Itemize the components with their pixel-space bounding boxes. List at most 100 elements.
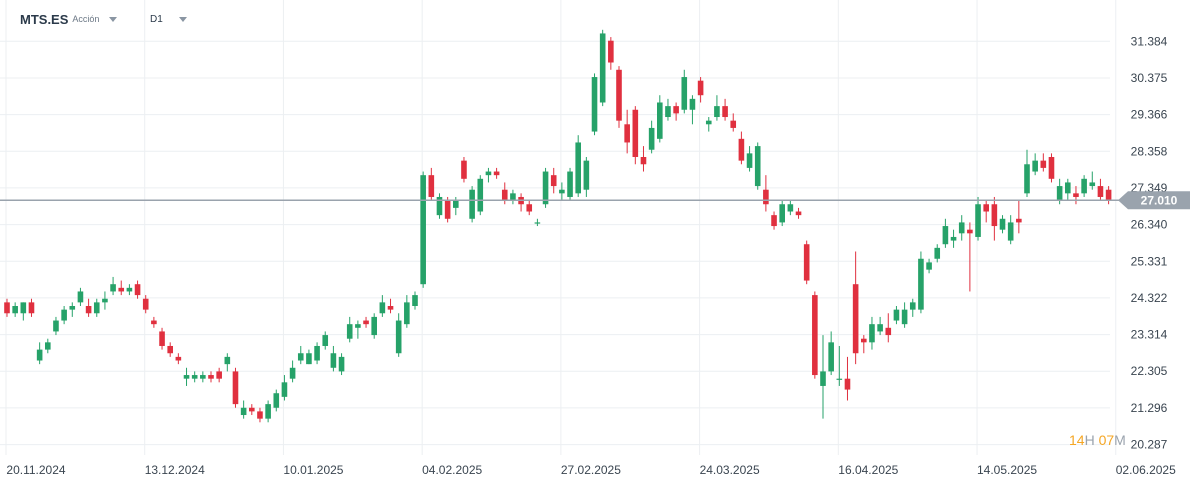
countdown-hours: 14 <box>1069 432 1085 448</box>
candle-body <box>738 138 745 161</box>
candle <box>273 389 280 412</box>
candle <box>404 295 410 328</box>
candle <box>640 146 647 172</box>
candle <box>412 291 418 310</box>
candle <box>322 331 329 350</box>
chevron-down-icon <box>109 16 118 22</box>
candle <box>355 320 361 339</box>
candle <box>632 106 639 165</box>
candle <box>314 342 320 365</box>
candle-body <box>803 244 810 281</box>
last-price-tag: 27.010 <box>1118 191 1190 210</box>
candle <box>869 316 875 350</box>
candle <box>1105 186 1112 205</box>
candle-body <box>787 204 794 212</box>
y-tick-label: 31.384 <box>1131 34 1168 48</box>
candle <box>885 313 892 343</box>
timeframe-selector[interactable]: D1 <box>150 10 187 28</box>
candle <box>575 135 581 197</box>
candle-body <box>861 338 867 343</box>
candle <box>1024 149 1030 197</box>
candle-body <box>208 375 214 379</box>
candle-body <box>836 378 843 380</box>
candle-body <box>754 146 761 187</box>
candle-body <box>1048 157 1055 179</box>
candle <box>216 367 222 383</box>
candle-body <box>428 175 435 197</box>
candle <box>697 77 704 103</box>
candle <box>469 186 475 223</box>
candle-body <box>926 262 932 270</box>
candle-body <box>575 142 581 194</box>
candle <box>183 367 190 386</box>
y-tick-label: 22.305 <box>1131 364 1168 378</box>
candle-body <box>828 342 834 372</box>
candle-body <box>697 80 704 96</box>
grid-lines <box>0 0 1117 455</box>
candle <box>534 218 541 227</box>
candle-body <box>869 324 875 343</box>
candle-body <box>934 247 941 259</box>
candle-body <box>126 287 133 292</box>
candle <box>232 367 239 408</box>
candle <box>53 316 59 336</box>
candle-body <box>412 295 418 306</box>
candle-body <box>330 353 337 368</box>
candle-body <box>673 106 679 114</box>
candle <box>330 345 337 372</box>
candle <box>191 371 198 383</box>
candle <box>20 302 27 321</box>
candle-body <box>265 404 271 419</box>
candle <box>730 113 737 132</box>
candle-body <box>534 222 541 224</box>
candle-body <box>257 411 263 419</box>
candle-body <box>958 222 965 234</box>
candle-body <box>1016 218 1022 223</box>
candle-body <box>591 77 598 132</box>
candle <box>771 211 777 230</box>
candle-body <box>134 284 141 296</box>
candle-body <box>877 324 883 332</box>
candle <box>877 316 883 336</box>
candle <box>787 200 794 216</box>
candle <box>836 345 843 386</box>
candle <box>550 167 557 194</box>
candle <box>763 175 769 212</box>
symbol-selector[interactable]: MTS.ES Acción <box>20 10 118 28</box>
candle-body <box>950 236 957 241</box>
candle <box>379 295 386 317</box>
candle-body <box>559 189 565 194</box>
candle-body <box>420 175 426 285</box>
candle-body <box>175 356 182 361</box>
candle-body <box>746 153 753 168</box>
candle <box>306 349 312 365</box>
candle <box>673 102 679 121</box>
candle-body <box>1032 160 1038 172</box>
candle <box>616 66 622 128</box>
candle <box>1007 215 1014 245</box>
candle-body <box>510 193 516 201</box>
candle-body <box>714 106 720 118</box>
candle <box>510 189 516 205</box>
candle-body <box>461 160 467 179</box>
candle <box>371 313 377 339</box>
candle-body <box>852 284 859 354</box>
y-tick-label: 26.340 <box>1131 218 1168 232</box>
candle-body <box>444 200 451 219</box>
candle-body <box>404 302 410 325</box>
candle <box>102 291 108 310</box>
candle-body <box>722 106 728 118</box>
candle-body <box>4 302 10 314</box>
candle-body <box>477 178 484 212</box>
candle-body <box>795 211 802 216</box>
candle <box>281 375 288 401</box>
candle <box>428 167 435 201</box>
candle-body <box>1105 189 1112 201</box>
candle <box>1065 178 1071 201</box>
y-tick-label: 21.296 <box>1131 401 1168 415</box>
candle <box>803 240 810 285</box>
candle <box>1040 153 1047 172</box>
candle-body <box>85 306 92 314</box>
candle <box>583 157 590 197</box>
